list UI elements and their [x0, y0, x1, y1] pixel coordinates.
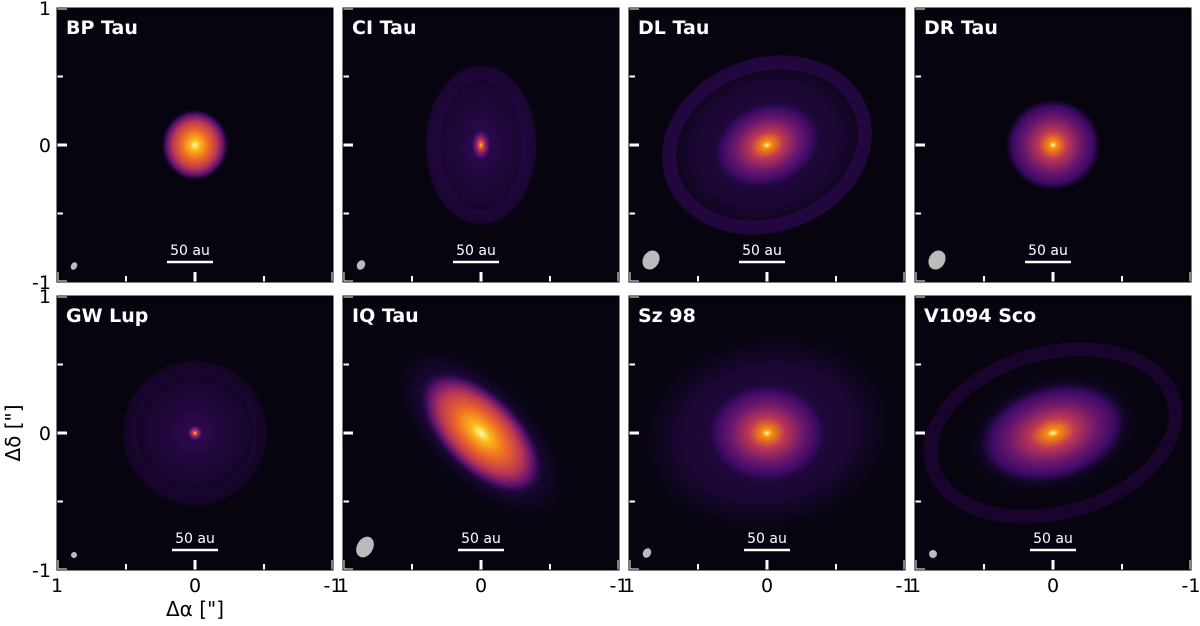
panel-frame — [914, 295, 1192, 571]
y-tick-label: 1 — [39, 0, 51, 20]
disk-core — [713, 101, 821, 189]
panel: IQ Tau 50 au — [343, 296, 619, 570]
panel-frame — [342, 7, 620, 283]
disk-ring — [662, 55, 872, 235]
panel-label: Sz 98 — [638, 305, 696, 327]
beam — [642, 250, 660, 270]
disk-ring — [923, 342, 1183, 524]
panel: V1094 Sco 50 au — [915, 296, 1191, 570]
beam — [70, 262, 78, 270]
y-tick-label: 1 — [39, 286, 51, 308]
disk-core — [419, 371, 543, 495]
scale-bar-label: 50 au — [456, 243, 496, 259]
panel-frame — [628, 7, 906, 283]
panel-frame — [628, 295, 906, 571]
beam — [356, 536, 374, 558]
beam — [356, 260, 366, 270]
panel: DL Tau 50 au — [629, 8, 905, 282]
scale-bar-label: 50 au — [1033, 531, 1073, 547]
disk-core — [979, 382, 1127, 484]
panel-label: IQ Tau — [352, 305, 419, 327]
panel-frame — [56, 7, 334, 283]
x-tick-label: 0 — [189, 575, 201, 597]
panel-label: DR Tau — [924, 17, 998, 39]
x-tick-label: -1 — [896, 575, 915, 597]
x-tick-label: -1 — [1182, 575, 1200, 597]
panel-label: V1094 Sco — [924, 305, 1036, 327]
panel-label: GW Lup — [66, 305, 148, 327]
x-tick-label: 0 — [475, 575, 487, 597]
panel: Sz 98 50 au — [629, 296, 905, 570]
disk-core — [161, 109, 229, 181]
panel-frame — [56, 295, 334, 571]
scale-bar-label: 50 au — [1028, 243, 1068, 259]
disk-core — [187, 425, 203, 441]
x-tick-label: -1 — [610, 575, 629, 597]
beam — [928, 550, 937, 558]
scale-bar-label: 50 au — [175, 531, 215, 547]
disk-core — [1005, 99, 1101, 191]
panel: CI Tau 50 au — [343, 8, 619, 282]
x-tick-label: 1 — [337, 575, 349, 597]
x-tick-label: 0 — [1047, 575, 1059, 597]
y-tick-label: -1 — [32, 560, 51, 582]
x-tick-label: 0 — [761, 575, 773, 597]
scale-bar-label: 50 au — [461, 531, 501, 547]
scale-bar-label: 50 au — [747, 531, 787, 547]
beam — [642, 548, 652, 558]
panel-frame — [914, 7, 1192, 283]
x-tick-label: 1 — [51, 575, 63, 597]
x-tick-label: -1 — [324, 575, 343, 597]
scale-bar-label: 50 au — [170, 243, 210, 259]
y-tick-label: 0 — [39, 423, 51, 445]
panel: GW Lup 50 au — [57, 296, 333, 570]
panel-frame — [342, 295, 620, 571]
x-tick-label: 1 — [623, 575, 635, 597]
panel: BP Tau 50 au — [57, 8, 333, 282]
scale-bar-label: 50 au — [742, 243, 782, 259]
panel-label: DL Tau — [638, 17, 709, 39]
disk-ring — [426, 66, 536, 224]
y-tick-label: 0 — [39, 135, 51, 157]
panel-label: CI Tau — [352, 17, 417, 39]
disk-ring — [123, 361, 267, 505]
x-tick-label: 1 — [909, 575, 921, 597]
beam — [928, 250, 946, 270]
disk-core — [471, 129, 491, 161]
beam — [71, 552, 78, 558]
y-tick-label: -1 — [32, 272, 51, 294]
y-axis-label: Δδ ["] — [1, 404, 25, 461]
x-axis-label: Δα ["] — [166, 597, 224, 621]
panel-label: BP Tau — [66, 17, 138, 39]
panel: DR Tau 50 au — [915, 8, 1191, 282]
disk-core — [707, 383, 827, 483]
